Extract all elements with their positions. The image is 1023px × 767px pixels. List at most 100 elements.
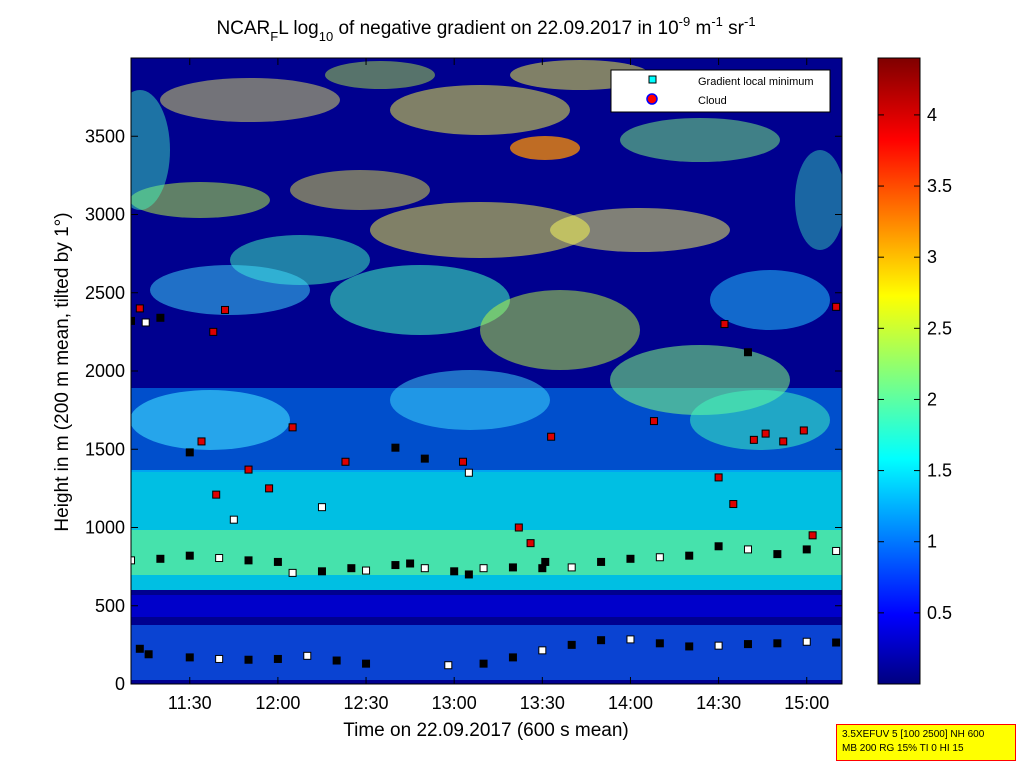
cloud-point xyxy=(799,426,808,435)
gradient-minimum-point xyxy=(832,546,841,555)
heatmap-patch xyxy=(330,265,510,335)
gradient-minimum-point xyxy=(597,557,606,566)
legend-marker-cloud xyxy=(646,93,658,105)
gradient-minimum-point xyxy=(185,551,194,560)
legend: Gradient local minimum Cloud xyxy=(610,69,831,113)
y-tick-label: 3000 xyxy=(85,205,125,225)
y-tick-label: 500 xyxy=(95,596,125,616)
cloud-point xyxy=(197,437,206,446)
gradient-minimum-point xyxy=(215,554,224,563)
gradient-minimum-point xyxy=(215,654,224,663)
heatmap-patch xyxy=(510,136,580,160)
gradient-minimum-point xyxy=(406,559,415,568)
gradient-minimum-point xyxy=(773,550,782,559)
x-axis: 11:30 12:00 12:30 13:00 13:30 14:00 14:30 15:00 xyxy=(168,58,829,713)
cloud-point xyxy=(212,490,221,499)
gradient-minimum-point xyxy=(567,563,576,572)
gradient-minimum-point xyxy=(244,655,253,664)
cloud-point xyxy=(547,432,556,441)
gradient-minimum-point xyxy=(420,454,429,463)
heatmap-patch xyxy=(390,370,550,430)
chart-title: NCARFL log10 of negative gradient on 22.… xyxy=(216,14,755,44)
gradient-minimum-point xyxy=(288,568,297,577)
info-line-2: MB 200 RG 15% TI 0 HI 15 xyxy=(842,743,964,754)
gradient-minimum-point xyxy=(450,567,459,576)
gradient-minimum-point xyxy=(567,640,576,649)
gradient-minimum-point xyxy=(508,653,517,662)
gradient-minimum-point xyxy=(273,654,282,663)
x-tick-label: 15:00 xyxy=(784,693,829,713)
gradient-minimum-point xyxy=(317,503,326,512)
heatmap-patch xyxy=(131,90,170,210)
legend-box xyxy=(610,69,831,113)
heatmap-patch xyxy=(160,78,340,122)
colorbar-axis: 0.5 1 1.5 2 2.5 3 3.5 4 xyxy=(878,105,952,623)
cloud-point xyxy=(265,484,274,493)
gradient-minimum-point xyxy=(273,557,282,566)
colorbar-tick-label: 3 xyxy=(927,247,937,267)
gradient-minimum-point xyxy=(391,561,400,570)
gradient-minimum-point xyxy=(626,635,635,644)
colorbar-tick-label: 4 xyxy=(927,105,937,125)
heatmap-patch xyxy=(150,265,310,315)
gradient-minimum-point xyxy=(714,542,723,551)
gradient-minimum-point xyxy=(655,553,664,562)
gradient-minimum-point xyxy=(244,556,253,565)
colorbar-tick-label: 1 xyxy=(927,532,937,552)
cloud-point xyxy=(749,435,758,444)
cloud-point xyxy=(779,437,788,446)
x-axis-label: Time on 22.09.2017 (600 s mean) xyxy=(343,720,629,741)
legend-marker-minimum xyxy=(648,75,657,84)
cloud-point xyxy=(720,320,729,329)
gradient-minimum-point xyxy=(362,566,371,575)
gradient-minimum-point xyxy=(541,557,550,566)
gradient-minimum-point xyxy=(317,567,326,576)
gradient-minimum-point xyxy=(332,656,341,665)
gradient-minimum-point xyxy=(303,651,312,660)
gradient-minimum-point xyxy=(832,638,841,647)
gradient-minimum-point xyxy=(597,636,606,645)
legend-entry-minimum: Gradient local minimum xyxy=(698,76,814,88)
gradient-minimum-point xyxy=(743,640,752,649)
heatmap-patch xyxy=(480,290,640,370)
heatmap-patch xyxy=(390,85,570,135)
x-tick-label: 12:30 xyxy=(344,693,389,713)
gradient-minimum-point xyxy=(144,650,153,659)
y-tick-label: 3500 xyxy=(85,126,125,146)
gradient-minimum-point xyxy=(508,563,517,572)
heatmap-patch xyxy=(290,170,430,210)
x-tick-label: 13:00 xyxy=(432,693,477,713)
y-tick-label: 1000 xyxy=(85,518,125,538)
gradient-minimum-point xyxy=(420,564,429,573)
cloud-point xyxy=(221,305,230,314)
gradient-minimum-point xyxy=(444,661,453,670)
y-axis: 0 500 1000 1500 2000 2500 3000 3500 xyxy=(85,126,842,694)
heatmap-patch xyxy=(690,390,830,450)
heatmap-patch xyxy=(325,61,435,89)
heatmap-patch xyxy=(131,182,270,218)
y-tick-label: 0 xyxy=(115,674,125,694)
gradient-minimum-point xyxy=(479,659,488,668)
gradient-minimum-point xyxy=(743,348,752,357)
gradient-minimum-point xyxy=(538,646,547,655)
y-tick-label: 2000 xyxy=(85,361,125,381)
gradient-minimum-point xyxy=(626,554,635,563)
heatmap-patch xyxy=(550,208,730,252)
gradient-minimum-point xyxy=(362,659,371,668)
gradient-minimum-point xyxy=(347,564,356,573)
colorbar-border xyxy=(877,57,921,685)
colorbar-tick-label: 3.5 xyxy=(927,176,952,196)
heatmap-band-dark xyxy=(131,595,842,617)
x-tick-label: 13:30 xyxy=(520,693,565,713)
gradient-minimum-point xyxy=(229,515,238,524)
gradient-minimum-point xyxy=(464,468,473,477)
heatmap-patch xyxy=(795,150,842,250)
cloud-point xyxy=(761,429,770,438)
cloud-series xyxy=(135,302,841,548)
colorbar-tick-label: 1.5 xyxy=(927,461,952,481)
legend-entry-cloud: Cloud xyxy=(698,95,727,107)
gradient-minimum-point xyxy=(773,639,782,648)
gradient-minimum-point xyxy=(655,639,664,648)
gradient-minimum-point xyxy=(464,570,473,579)
